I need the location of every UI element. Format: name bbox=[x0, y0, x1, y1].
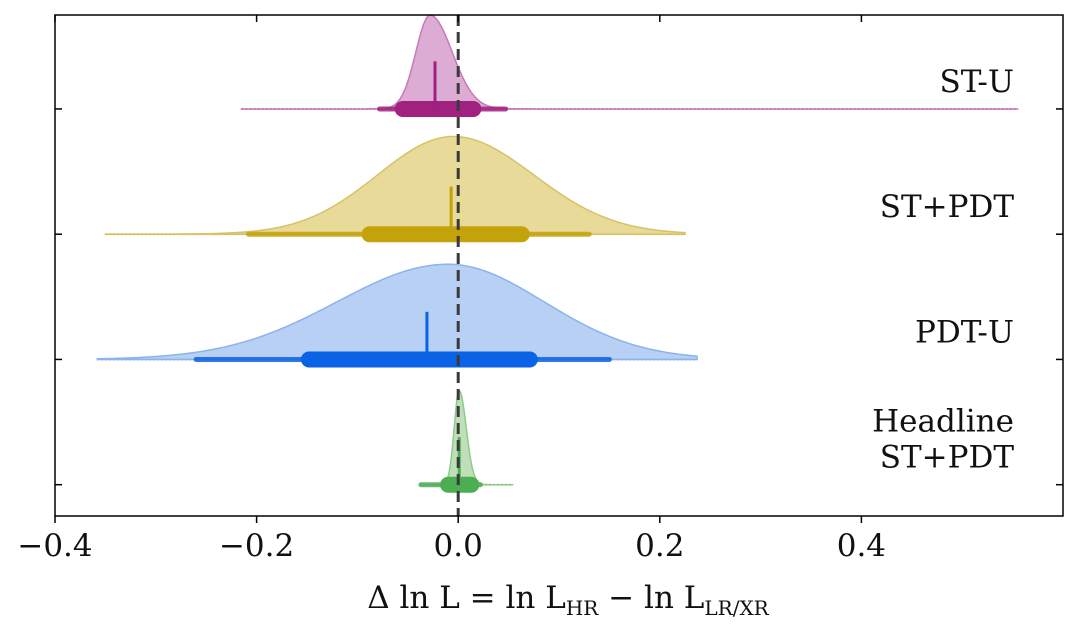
series-label-2-line-0: PDT-U bbox=[915, 314, 1014, 350]
series-label-3-line-1: ST+PDT bbox=[880, 440, 1015, 476]
x-axis-label-mid: − ln L bbox=[598, 580, 704, 616]
x-tick-label-0: −0.4 bbox=[17, 528, 92, 564]
x-tick-label-3: 0.2 bbox=[635, 528, 684, 564]
x-tick-label-1: −0.2 bbox=[219, 528, 294, 564]
axis-ticks: −0.4 −0.2 0.0 0.2 0.4 bbox=[17, 15, 1063, 564]
x-axis-label-sub-hr: HR bbox=[566, 596, 599, 620]
plot-frame bbox=[54, 14, 1064, 517]
series-3-violin bbox=[420, 389, 514, 486]
x-axis-label: Δ ln L = ln LHR − ln LLR/XR bbox=[367, 580, 769, 620]
x-tick-label-4: 0.4 bbox=[837, 528, 886, 564]
x-tick-label-2: 0.0 bbox=[434, 528, 483, 564]
x-axis-label-sub-lrxr: LR/XR bbox=[704, 596, 769, 620]
series-1-violin bbox=[104, 135, 686, 235]
series-0-violin bbox=[240, 14, 1019, 110]
series-2-violin bbox=[96, 263, 698, 361]
series-label-1-line-0: ST+PDT bbox=[880, 189, 1015, 225]
violin-layer bbox=[96, 14, 1019, 493]
x-axis-label-prefix: Δ ln L = ln L bbox=[367, 580, 566, 616]
series-label-3-line-0: Headline bbox=[872, 404, 1014, 440]
series-label-0-line-0: ST-U bbox=[939, 64, 1014, 100]
